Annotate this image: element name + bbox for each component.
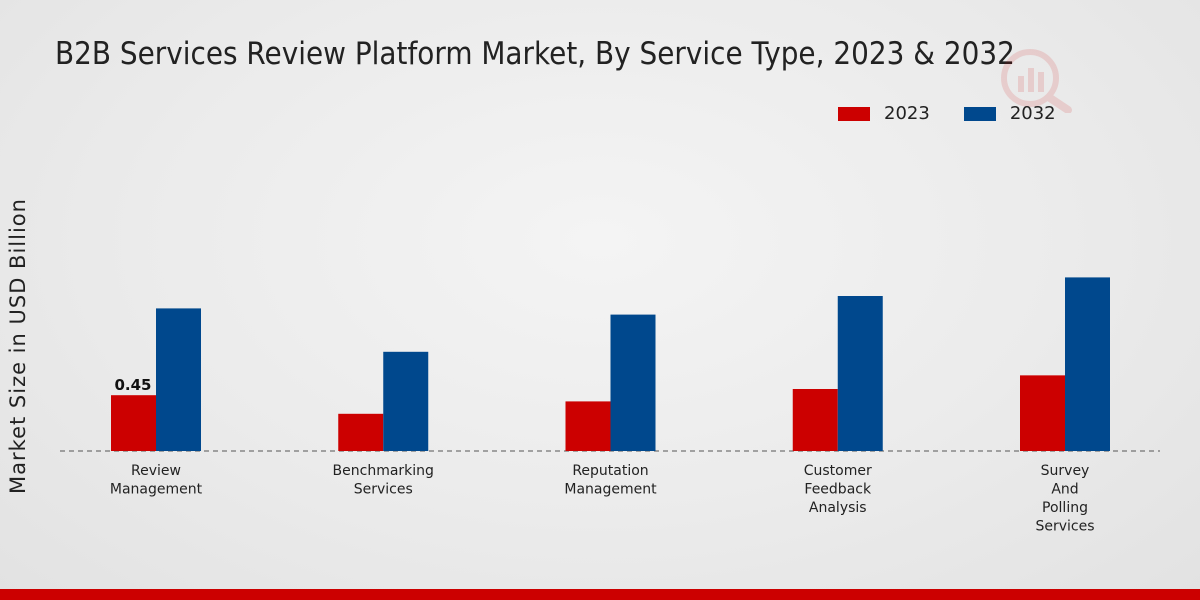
chart-title: B2B Services Review Platform Market, By … <box>55 36 1015 72</box>
legend-label-2023: 2023 <box>884 103 930 124</box>
watermark-logo <box>1000 48 1075 117</box>
legend-item-2023: 2023 <box>838 103 930 124</box>
bar-review-management-2032 <box>156 308 201 451</box>
bar-benchmarking-services-2023 <box>338 413 384 451</box>
bar-reputation-management-2023 <box>565 401 611 451</box>
legend-swatch-2023 <box>838 106 870 121</box>
bar-survey-and-polling-services-2032 <box>1065 277 1110 451</box>
bar-survey-and-polling-services-2023 <box>1020 375 1065 451</box>
x-tick-label-review-management: Review Management <box>110 463 203 498</box>
x-tick-label-reputation-management: Reputation Management <box>564 463 657 498</box>
x-tick-label-customer-feedback-analysis: Customer Feedback Analysis <box>804 463 872 516</box>
bar-benchmarking-services-2032 <box>383 351 429 451</box>
chart-legend: 2023 2032 <box>838 103 1056 124</box>
legend-swatch-2032 <box>963 106 996 121</box>
bar-review-management-2023 <box>111 395 156 451</box>
bar-customer-feedback-analysis-2023 <box>792 389 838 451</box>
x-tick-label-survey-and-polling-services: Survey And Polling Services <box>1035 463 1094 535</box>
legend-item-2032: 2032 <box>963 103 1056 124</box>
x-tick-label-benchmarking-services: Benchmarking Services <box>333 463 434 498</box>
bottom-accent-bar <box>0 589 1200 600</box>
bar-customer-feedback-analysis-2032 <box>837 296 883 451</box>
data-label-review-management-2023: 0.45 <box>114 376 151 394</box>
legend-label-2032: 2032 <box>1009 103 1056 124</box>
bar-reputation-management-2032 <box>610 314 656 451</box>
